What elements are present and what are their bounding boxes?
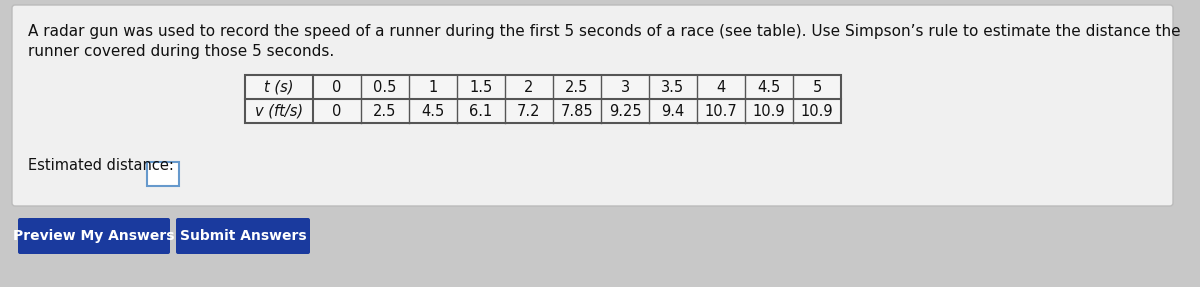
FancyBboxPatch shape xyxy=(245,75,841,123)
Text: 1: 1 xyxy=(428,79,438,94)
Text: 7.2: 7.2 xyxy=(517,104,541,119)
Text: 2.5: 2.5 xyxy=(565,79,589,94)
Text: 7.85: 7.85 xyxy=(560,104,593,119)
Text: Submit Answers: Submit Answers xyxy=(180,229,306,243)
Text: 3: 3 xyxy=(620,79,630,94)
Text: 5: 5 xyxy=(812,79,822,94)
Text: A radar gun was used to record the speed of a runner during the first 5 seconds : A radar gun was used to record the speed… xyxy=(28,24,1181,39)
Text: 2.5: 2.5 xyxy=(373,104,397,119)
FancyBboxPatch shape xyxy=(12,5,1174,206)
Text: Preview My Answers: Preview My Answers xyxy=(13,229,175,243)
Text: 0: 0 xyxy=(332,104,342,119)
FancyBboxPatch shape xyxy=(148,162,179,186)
Text: Estimated distance:: Estimated distance: xyxy=(28,158,174,174)
Text: 1.5: 1.5 xyxy=(469,79,493,94)
Text: 9.25: 9.25 xyxy=(608,104,641,119)
Text: runner covered during those 5 seconds.: runner covered during those 5 seconds. xyxy=(28,44,335,59)
Text: 10.9: 10.9 xyxy=(800,104,833,119)
Text: 4.5: 4.5 xyxy=(421,104,445,119)
FancyBboxPatch shape xyxy=(176,218,310,254)
Text: 6.1: 6.1 xyxy=(469,104,493,119)
FancyBboxPatch shape xyxy=(18,218,170,254)
Text: 10.9: 10.9 xyxy=(752,104,785,119)
Text: v (ft/s): v (ft/s) xyxy=(254,104,304,119)
Text: 3.5: 3.5 xyxy=(661,79,684,94)
Text: 2: 2 xyxy=(524,79,534,94)
Text: 4: 4 xyxy=(716,79,726,94)
Text: 10.7: 10.7 xyxy=(704,104,737,119)
Text: t (s): t (s) xyxy=(264,79,294,94)
Text: 9.4: 9.4 xyxy=(661,104,685,119)
Text: 0.5: 0.5 xyxy=(373,79,397,94)
Text: 0: 0 xyxy=(332,79,342,94)
Text: 4.5: 4.5 xyxy=(757,79,781,94)
